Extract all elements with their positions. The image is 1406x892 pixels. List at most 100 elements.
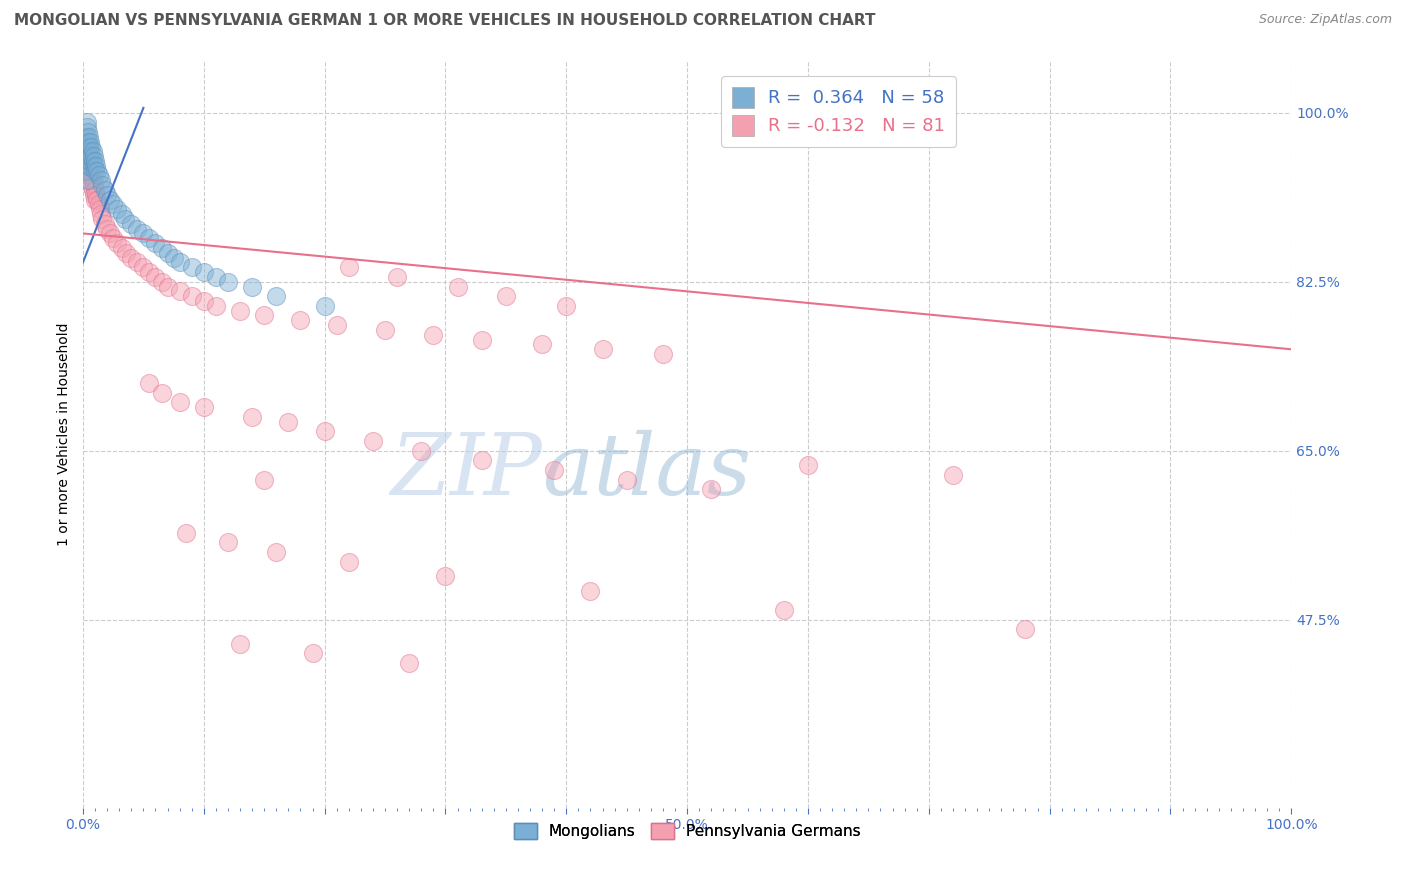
Point: [76, 159, 98, 173]
Point: [1014, 623, 1036, 637]
Point: [114, 211, 136, 226]
Point: [91, 178, 114, 193]
Point: [471, 453, 494, 467]
Point: [180, 260, 202, 275]
Point: [422, 327, 444, 342]
Point: [80, 149, 103, 163]
Point: [555, 299, 578, 313]
Point: [90, 207, 112, 221]
Point: [229, 303, 252, 318]
Point: [772, 603, 794, 617]
Point: [76, 129, 98, 144]
Point: [103, 197, 125, 211]
Point: [616, 473, 638, 487]
Point: [76, 173, 98, 187]
Point: [89, 202, 111, 217]
Point: [84, 187, 107, 202]
Point: [79, 153, 101, 168]
Point: [174, 525, 197, 540]
Point: [76, 135, 98, 149]
Point: [93, 183, 115, 197]
Point: [193, 401, 215, 415]
Point: [77, 169, 100, 183]
Point: [111, 207, 134, 221]
Point: [132, 227, 155, 241]
Point: [361, 434, 384, 448]
Point: [385, 269, 408, 284]
Point: [145, 269, 167, 284]
Point: [87, 197, 110, 211]
Point: [193, 265, 215, 279]
Point: [205, 269, 228, 284]
Point: [314, 299, 336, 313]
Point: [96, 221, 118, 235]
Point: [411, 443, 433, 458]
Point: [127, 221, 149, 235]
Point: [98, 193, 121, 207]
Point: [76, 163, 98, 178]
Point: [93, 217, 115, 231]
Point: [150, 385, 173, 400]
Point: [169, 395, 191, 409]
Point: [84, 163, 107, 178]
Point: [82, 145, 104, 159]
Point: [79, 135, 101, 149]
Point: [290, 313, 312, 327]
Point: [105, 236, 128, 251]
Point: [266, 545, 288, 559]
Point: [217, 535, 239, 549]
Point: [229, 637, 252, 651]
Point: [127, 255, 149, 269]
Point: [398, 656, 420, 670]
Point: [120, 217, 142, 231]
Point: [115, 245, 138, 260]
Point: [240, 409, 263, 424]
Point: [374, 323, 396, 337]
Point: [82, 173, 104, 187]
Point: [156, 245, 179, 260]
Point: [76, 153, 98, 168]
Point: [446, 279, 468, 293]
Point: [80, 178, 103, 193]
Point: [240, 279, 263, 293]
Point: [592, 343, 614, 357]
Point: [138, 231, 160, 245]
Point: [84, 193, 107, 207]
Point: [797, 458, 820, 472]
Point: [80, 139, 103, 153]
Point: [253, 309, 276, 323]
Point: [77, 149, 100, 163]
Point: [77, 159, 100, 173]
Point: [169, 285, 191, 299]
Point: [253, 473, 276, 487]
Point: [138, 376, 160, 390]
Point: [82, 183, 104, 197]
Point: [301, 647, 323, 661]
Point: [652, 347, 675, 361]
Point: [83, 159, 105, 173]
Point: [98, 227, 121, 241]
Point: [337, 260, 360, 275]
Point: [84, 159, 107, 173]
Point: [90, 173, 112, 187]
Point: [105, 202, 128, 217]
Point: [111, 241, 134, 255]
Point: [76, 163, 98, 178]
Legend: Mongolians, Pennsylvania Germans: Mongolians, Pennsylvania Germans: [508, 817, 866, 846]
Point: [337, 555, 360, 569]
Y-axis label: 1 or more Vehicles in Household: 1 or more Vehicles in Household: [58, 322, 72, 546]
Point: [217, 275, 239, 289]
Point: [77, 129, 100, 144]
Point: [150, 241, 173, 255]
Point: [942, 467, 965, 482]
Point: [266, 289, 288, 303]
Point: [145, 236, 167, 251]
Point: [76, 120, 98, 135]
Point: [150, 275, 173, 289]
Point: [79, 145, 101, 159]
Point: [132, 260, 155, 275]
Point: [87, 169, 110, 183]
Point: [91, 211, 114, 226]
Point: [75, 145, 97, 159]
Point: [83, 178, 105, 193]
